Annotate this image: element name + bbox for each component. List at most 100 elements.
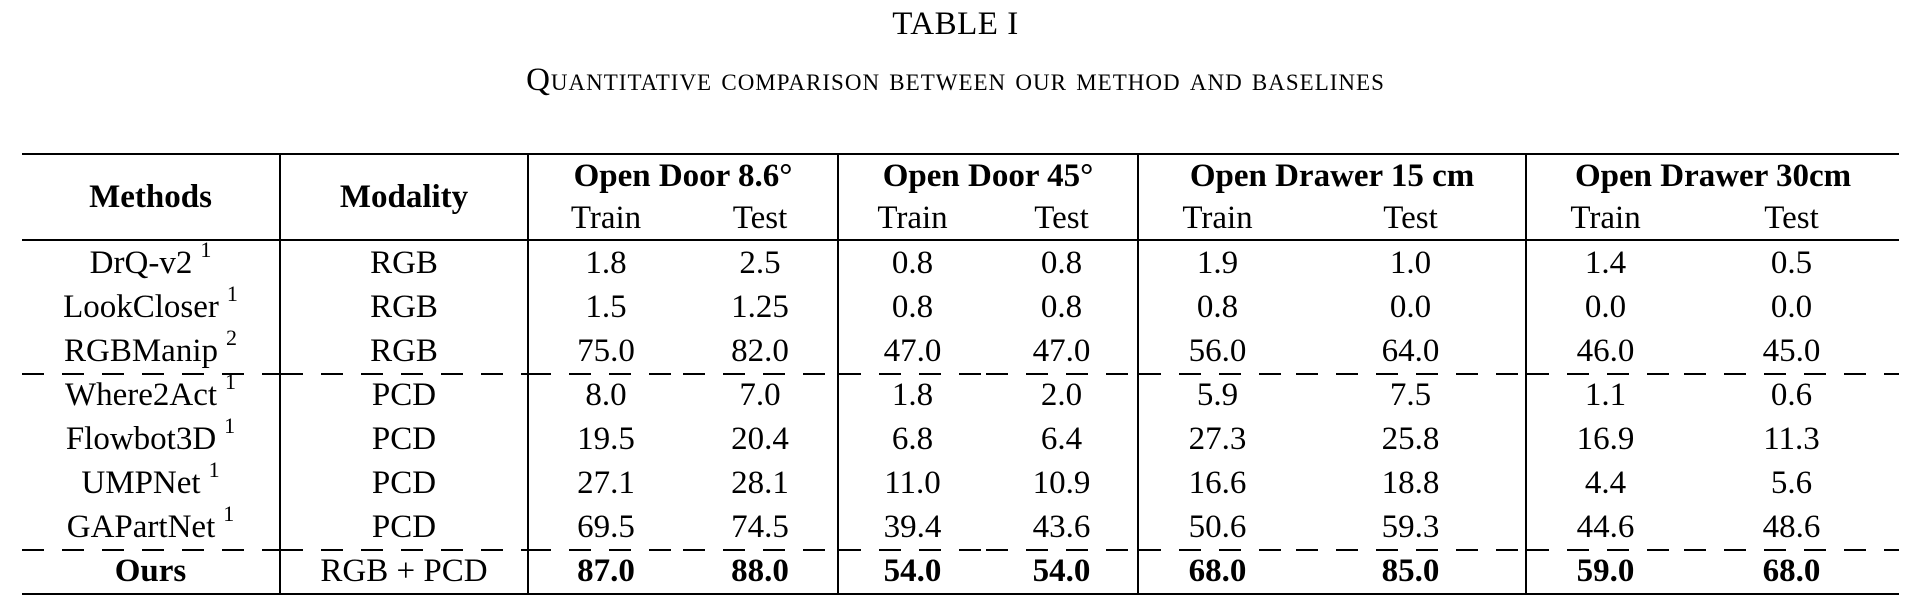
train-value-cell: 1.9 <box>1137 240 1297 285</box>
test-value-cell: 74.5 <box>731 509 789 545</box>
test-value-cell: 82.0 <box>731 333 789 369</box>
test-value-cell: 28.1 <box>731 465 789 501</box>
train-value-cell: 39.4 <box>837 505 987 549</box>
method-name: GAPartNet <box>66 509 216 545</box>
results-table-wrapper: Methods Modality Open Door 8.6° Open Doo… <box>22 153 1900 595</box>
header-open-drawer-15cm: Open Drawer 15 cm <box>1137 153 1527 197</box>
train-value-cell: 4.4 <box>1525 461 1685 505</box>
footnote-marker: 2 <box>226 325 237 350</box>
train-value-cell: 50.6 <box>1137 505 1297 549</box>
modality-cell: PCD <box>279 461 528 505</box>
test-value-cell: 20.4 <box>731 421 789 457</box>
train-value-cell: 0.8 <box>837 285 987 329</box>
header-train: Train <box>837 197 987 241</box>
footnote-marker: 1 <box>224 413 236 438</box>
test-value-cell: 10.9 <box>1032 465 1091 501</box>
header-open-drawer-30cm: Open Drawer 30cm <box>1525 153 1900 197</box>
test-value-cell: 1.25 <box>731 289 789 325</box>
train-value-cell: 16.6 <box>1137 461 1297 505</box>
method-name: DrQ-v2 <box>89 245 193 281</box>
test-value-cell: 64.0 <box>1381 333 1440 369</box>
modality-cell: RGB <box>279 329 528 373</box>
test-value-cell: 48.6 <box>1762 509 1821 545</box>
method-name: Flowbot3D <box>65 421 217 457</box>
test-value-cell: 43.6 <box>1032 509 1091 545</box>
table-row: LookCloser 1 RGB 1.5 1.25 0.8 0.8 0.8 0.0 0.0 0.0 <box>22 283 1899 329</box>
test-value-cell: 47.0 <box>1032 333 1091 369</box>
header-methods: Methods <box>22 153 280 241</box>
train-value-cell: 68.0 <box>1137 549 1297 595</box>
train-value-cell: 87.0 <box>527 549 683 595</box>
test-value-cell: 85.0 <box>1296 549 1527 595</box>
method-name: UMPNet <box>81 465 201 501</box>
header-test: Test <box>1296 197 1527 241</box>
table-row: Flowbot3D 1 PCD 19.5 20.4 6.8 6.4 27.3 25.8 16.9 1… <box>22 415 1899 461</box>
train-value-cell: 59.0 <box>1525 549 1685 595</box>
method-name: RGBManip <box>63 333 218 369</box>
table-label: TABLE I <box>892 6 1019 42</box>
method-cell: Ours <box>22 549 280 595</box>
modality-cell: PCD <box>279 505 528 549</box>
footnote-marker: 1 <box>225 369 237 394</box>
footnote-marker: 1 <box>208 457 220 482</box>
footnote-marker: 1 <box>223 501 235 526</box>
table-caption: Quantitative comparison between our meth… <box>526 62 1385 98</box>
test-value-cell: 45.0 <box>1762 333 1821 369</box>
test-value-cell: 7.0 <box>683 373 839 417</box>
method-cell: GAPartNet 1 <box>22 503 280 549</box>
method-cell: RGBManip 2 <box>22 327 280 373</box>
train-value-cell: 6.8 <box>837 417 987 461</box>
train-value-cell: 56.0 <box>1137 329 1297 373</box>
test-value-cell: 2.0 <box>986 373 1139 417</box>
method-cell: DrQ-v2 1 <box>22 237 280 285</box>
train-value-cell: 1.8 <box>837 373 987 417</box>
train-value-cell: 0.8 <box>837 240 987 285</box>
test-value-cell: 7.5 <box>1296 373 1527 417</box>
header-train: Train <box>527 197 683 241</box>
method-name: Ours <box>114 553 187 589</box>
results-table: Methods Modality Open Door 8.6° Open Doo… <box>22 153 1900 595</box>
test-value-cell: 0.0 <box>1389 289 1432 325</box>
train-value-cell: 1.4 <box>1525 240 1685 285</box>
footnote-marker: 1 <box>200 237 212 262</box>
header-train: Train <box>1525 197 1685 241</box>
header-open-door-45: Open Door 45° <box>837 153 1139 197</box>
results-table-body: DrQ-v2 1 RGB 1.8 2.5 0.8 0.8 1.9 1.0 1.4 0.5 LookCl… <box>22 237 1900 595</box>
table-row: RGBManip 2 RGB 75.0 82.0 47.0 47.0 56.0 64.0 46.0… <box>22 327 1899 373</box>
train-value-cell: 0.0 <box>1525 285 1685 329</box>
header-open-door-8-6: Open Door 8.6° <box>526 153 839 197</box>
test-value-cell: 88.0 <box>683 549 839 595</box>
test-value-cell: 2.5 <box>739 245 781 281</box>
test-value-cell: 0.6 <box>1684 373 1900 417</box>
train-value-cell: 54.0 <box>837 549 987 595</box>
test-value-cell: 6.4 <box>1040 421 1083 457</box>
method-cell: UMPNet 1 <box>22 459 280 505</box>
header-train: Train <box>1137 197 1297 241</box>
test-value-cell: 18.8 <box>1381 465 1440 501</box>
table-row: Ours RGB + PCD 87.0 88.0 54.0 54.0 68.0 85.0 59.… <box>22 549 1900 595</box>
train-value-cell: 27.1 <box>527 461 683 505</box>
train-value-cell: 27.3 <box>1137 417 1297 461</box>
test-value-cell: 59.3 <box>1381 509 1440 545</box>
method-name: LookCloser <box>63 289 219 325</box>
train-value-cell: 11.0 <box>837 461 987 505</box>
modality-cell: RGB + PCD <box>279 549 528 595</box>
train-value-cell: 44.6 <box>1525 505 1685 549</box>
train-value-cell: 1.1 <box>1525 373 1685 417</box>
table-row: DrQ-v2 1 RGB 1.8 2.5 0.8 0.8 1.9 1.0 1.4 0.5 <box>22 237 1899 285</box>
test-value-cell: 54.0 <box>986 549 1139 595</box>
train-value-cell: 8.0 <box>527 373 683 417</box>
modality-cell: RGB <box>279 240 528 285</box>
modality-cell: RGB <box>279 285 528 329</box>
method-name: Where2Act <box>64 377 218 413</box>
train-value-cell: 19.5 <box>527 417 683 461</box>
train-value-cell: 75.0 <box>527 329 683 373</box>
method-cell: Flowbot3D 1 <box>22 415 280 461</box>
test-value-cell: 25.8 <box>1381 421 1440 457</box>
train-value-cell: 5.9 <box>1137 373 1297 417</box>
test-value-cell: 68.0 <box>1684 549 1900 595</box>
train-value-cell: 46.0 <box>1525 329 1685 373</box>
test-value-cell: 0.5 <box>1770 245 1813 281</box>
footnote-marker: 1 <box>226 281 238 306</box>
train-value-cell: 0.8 <box>1137 285 1297 329</box>
